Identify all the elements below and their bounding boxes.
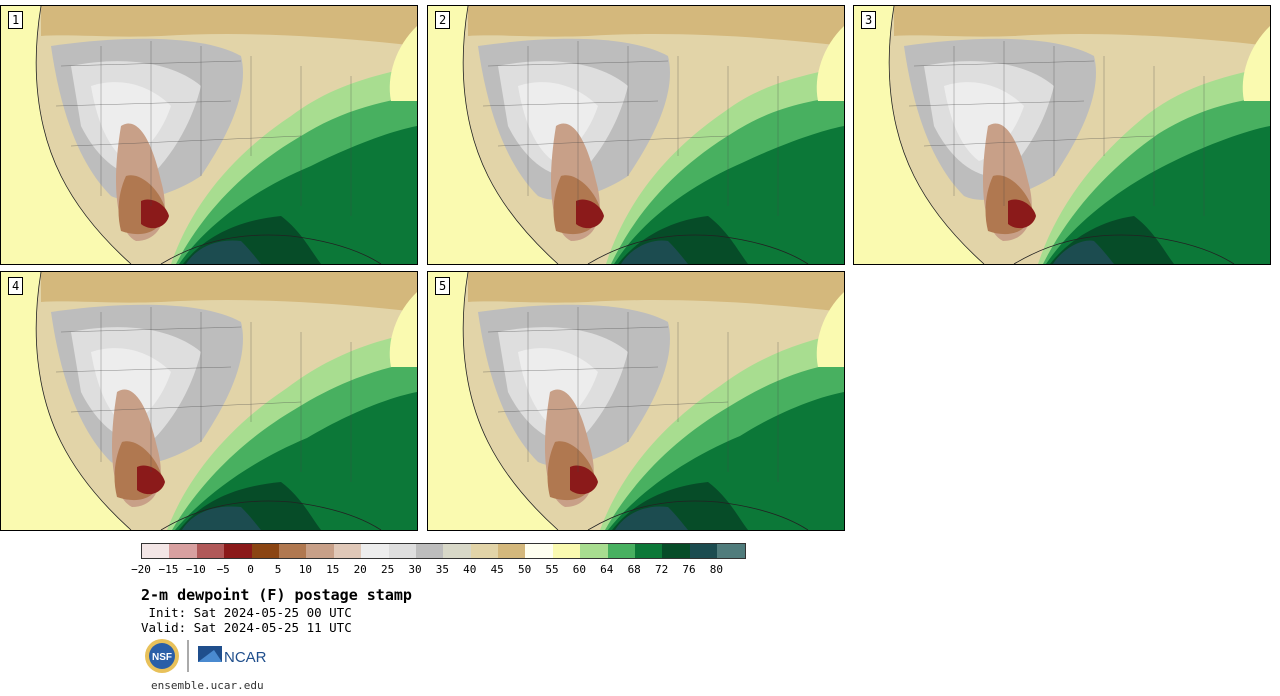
- logos: NSF NCAR: [144, 637, 284, 677]
- colorbar-swatch: [415, 544, 444, 558]
- colorbar-tick: 76: [682, 563, 696, 576]
- colorbar-tick-labels: −20 −15 −10 −5 0 5 10 15 20 25 30 35 40 45 50 55 60 64 68 7…: [130, 563, 770, 577]
- panel-number: 4: [8, 277, 24, 295]
- dewpoint-map: [1, 6, 417, 264]
- panel-number: 1: [8, 11, 24, 29]
- nsf-logo: NSF: [145, 639, 179, 673]
- colorbar-tick: 64: [600, 563, 614, 576]
- colorbar-swatch: [142, 544, 170, 558]
- colorbar-swatch: [278, 544, 307, 558]
- colorbar-swatch: [443, 544, 471, 558]
- website-link[interactable]: ensemble.ucar.edu: [151, 679, 264, 692]
- colorbar-swatch: [580, 544, 608, 558]
- colorbar-swatch: [498, 544, 526, 558]
- colorbar-swatch: [662, 544, 690, 558]
- colorbar-swatch: [689, 544, 718, 558]
- map-panel-4: 4: [0, 271, 418, 531]
- colorbar-tick: 40: [463, 563, 477, 576]
- colorbar-swatch: [169, 544, 197, 558]
- dewpoint-map: [428, 272, 844, 530]
- map-panel-1: 1: [0, 5, 418, 265]
- colorbar-swatch: [717, 544, 745, 558]
- map-panel-2: 2: [427, 5, 845, 265]
- colorbar-tick: 0: [247, 563, 254, 576]
- colorbar-tick: 5: [274, 563, 282, 576]
- colorbar-tick: −20: [131, 563, 151, 576]
- plot-title: 2-m dewpoint (F) postage stamp: [141, 586, 412, 604]
- colorbar-swatch: [306, 544, 334, 558]
- panel-number: 3: [861, 11, 877, 29]
- colorbar-tick: 68: [627, 563, 641, 576]
- colorbar-tick: 45: [490, 563, 504, 576]
- colorbar-tick: 10: [298, 563, 313, 576]
- colorbar-swatch: [607, 544, 636, 558]
- colorbar-tick: −5: [216, 563, 230, 576]
- colorbar-swatch: [635, 544, 663, 558]
- valid-time: Valid: Sat 2024-05-25 11 UTC: [141, 620, 352, 635]
- colorbar-tick: 60: [572, 563, 587, 576]
- colorbar-tick: 25: [380, 563, 395, 576]
- dewpoint-map: [428, 6, 844, 264]
- colorbar-swatch: [251, 544, 279, 558]
- colorbar-tick: −10: [185, 563, 206, 576]
- ncar-logo-text: NCAR: [224, 649, 267, 666]
- colorbar-tick: 55: [545, 563, 559, 576]
- colorbar-tick: 50: [517, 563, 532, 576]
- colorbar-tick: 30: [408, 563, 422, 576]
- map-panel-5: 5: [427, 271, 845, 531]
- colorbar-tick: 20: [353, 563, 367, 576]
- map-panel-3: 3: [853, 5, 1271, 265]
- colorbar-swatch: [525, 544, 553, 558]
- dewpoint-map: [854, 6, 1270, 264]
- ncar-logo: NCAR: [198, 646, 267, 666]
- colorbar-tick: 80: [709, 563, 724, 576]
- colorbar-swatch: [333, 544, 362, 558]
- colorbar-swatch: [388, 544, 416, 558]
- colorbar-swatch: [361, 544, 389, 558]
- colorbar-swatch: [224, 544, 252, 558]
- colorbar: [141, 543, 746, 559]
- panel-number: 2: [435, 11, 451, 29]
- colorbar-swatch: [552, 544, 581, 558]
- colorbar-tick: 35: [435, 563, 450, 576]
- colorbar-tick: −15: [158, 563, 179, 576]
- dewpoint-map: [1, 272, 417, 530]
- colorbar-tick: 72: [654, 563, 669, 576]
- colorbar-tick: 15: [326, 563, 340, 576]
- nsf-logo-text: NSF: [152, 652, 172, 663]
- init-time: Init: Sat 2024-05-25 00 UTC: [141, 605, 352, 620]
- colorbar-swatch: [470, 544, 499, 558]
- colorbar-swatch: [196, 544, 225, 558]
- panel-number: 5: [435, 277, 451, 295]
